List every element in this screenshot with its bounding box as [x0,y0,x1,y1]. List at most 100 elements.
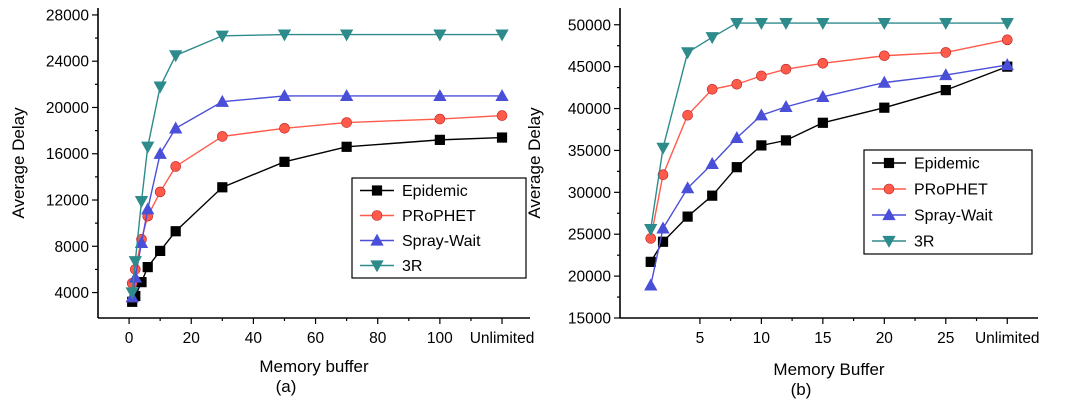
data-point [217,131,228,142]
data-point [215,30,229,43]
x-tick-label: 60 [307,330,325,347]
legend-marker [370,233,384,246]
y-tick-label: 40000 [568,101,611,118]
data-point [141,202,155,215]
data-point [153,146,167,159]
series-spray-wait [644,58,1014,291]
y-tick-label: 28000 [46,7,89,24]
legend-marker [883,157,895,169]
x-tick-label: Unlimited [975,330,1040,347]
data-point [142,262,153,273]
legend-label: Spray-Wait [402,233,481,250]
data-point [645,256,656,267]
x-tick-label: 5 [696,330,705,347]
legend-marker [882,235,896,248]
data-point [217,182,228,193]
data-point [1000,58,1014,71]
data-point [495,29,509,42]
data-point [433,29,447,42]
data-point [339,29,354,42]
y-tick-label: 25000 [568,227,611,244]
data-point [817,57,829,69]
data-point [134,196,149,209]
legend-marker [371,185,383,196]
data-point [879,102,890,113]
chart-panel-a: 4000 8000 12000 16000 20000 24000 28000 0 20 40 60… [9,7,534,396]
data-point [754,17,769,30]
x-tick-label: 100 [427,330,453,347]
x-tick-label: 40 [245,330,263,347]
y-tick-label: 24000 [46,54,89,71]
legend-marker [371,210,383,221]
data-point [155,245,166,257]
chart-panel-b: 15000 20000 25000 30000 35000 40000 45000 50000… [525,8,1040,399]
data-point [682,211,693,222]
data-point [644,224,658,237]
data-point [780,63,792,75]
data-point [128,270,142,283]
y-tick-label: 35000 [568,143,611,160]
data-point [817,117,828,128]
data-point [756,70,767,82]
series-spray-wait [125,89,509,303]
panel-label: (b) [791,380,812,399]
legend-label: 3R [914,234,934,251]
data-point [879,50,890,62]
series-3r [125,29,509,300]
data-point [877,75,891,88]
data-point [730,131,744,144]
x-axis-title: Memory Buffer [773,360,885,379]
data-point [215,94,229,107]
data-point [682,109,693,121]
legend-label: PRoPHET [402,208,476,225]
data-point [707,190,718,201]
data-point [754,108,769,121]
y-tick-label: 4000 [55,285,90,302]
data-point [496,110,508,121]
data-point [731,78,743,90]
data-point [134,235,149,248]
legend: Epidemic PRoPHET Spray-Wait 3R [351,177,527,279]
data-point [141,141,155,154]
data-point [154,186,166,198]
data-point [279,156,290,167]
data-point [680,47,695,60]
data-point [939,68,953,81]
data-point [128,256,142,269]
x-tick-label: 10 [753,330,771,347]
legend-label: 3R [402,258,422,275]
data-point [730,17,744,30]
legend-label: Spray-Wait [914,208,993,225]
data-point [779,17,793,30]
data-point [731,162,742,173]
data-point [780,135,792,146]
data-point [779,100,793,113]
y-tick-label: 20000 [46,100,89,117]
x-tick-label: 0 [125,330,134,347]
data-point [339,89,354,102]
data-point [433,89,447,102]
panel-label: (a) [276,377,297,396]
y-tick-label: 30000 [568,185,611,202]
legend-marker [882,208,896,221]
y-axis-title: Average Delay [525,107,544,219]
data-point [170,226,181,237]
data-point [644,278,658,291]
data-point [706,83,718,95]
y-axis-title: Average Delay [9,107,28,219]
legend: Epidemic PRoPHET Spray-Wait 3R [863,149,1033,255]
data-point [434,134,445,145]
data-point [170,161,181,172]
y-tick-label: 50000 [568,17,611,34]
data-point [495,89,509,102]
data-point [1001,34,1013,46]
series-prophet [645,34,1013,244]
data-point [341,117,352,128]
y-tick-label: 16000 [46,146,89,163]
y-tick-label: 45000 [568,59,611,76]
data-point [1000,17,1014,30]
data-point [279,122,290,134]
y-tick-label: 12000 [46,193,89,210]
legend-label: PRoPHET [914,182,988,199]
legend-label: Epidemic [914,156,980,173]
